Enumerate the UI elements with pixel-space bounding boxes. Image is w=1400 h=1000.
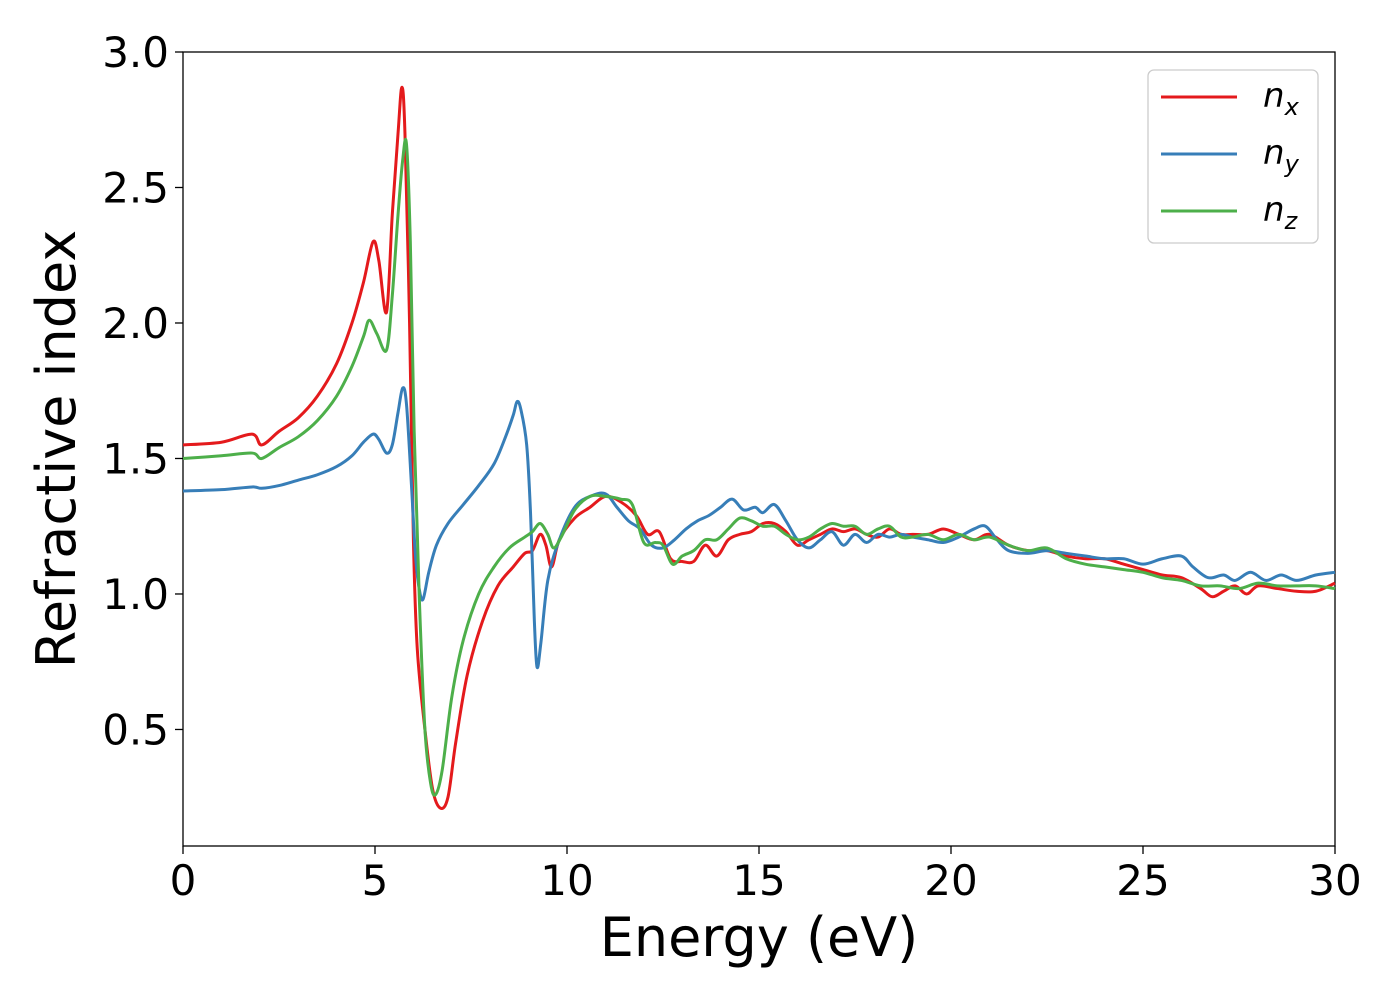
y-axis: 0.5 1.0 1.5 2.0 2.5 3.0	[102, 28, 183, 754]
series-line-z	[182, 137, 1336, 797]
y-tick-label: 0.5	[102, 705, 169, 754]
x-tick-label: 20	[924, 856, 977, 905]
y-tick-label: 2.5	[102, 163, 169, 212]
legend-frame	[1147, 69, 1319, 244]
y-axis-title: Refractive index	[25, 230, 88, 669]
x-axis: 0 5 10 15 20 25 30	[170, 846, 1362, 905]
x-tick-label: 30	[1308, 856, 1361, 905]
x-tick-label: 0	[170, 856, 197, 905]
legend: nx ny nz	[1147, 69, 1319, 244]
series-layer	[182, 85, 1336, 810]
legend-label-y: ny	[1263, 133, 1300, 178]
series-line-x	[182, 85, 1336, 810]
y-tick-label: 1.0	[102, 570, 169, 619]
x-tick-label: 10	[540, 856, 593, 905]
y-tick-label: 1.5	[102, 434, 169, 483]
legend-label-z: nz	[1263, 190, 1299, 235]
series-line-y	[182, 386, 1336, 670]
x-axis-title: Energy (eV)	[600, 906, 919, 969]
legend-label-x: nx	[1263, 76, 1300, 121]
y-tick-label: 3.0	[102, 28, 169, 77]
x-tick-label: 5	[362, 856, 389, 905]
x-tick-label: 25	[1116, 856, 1169, 905]
y-tick-label: 2.0	[102, 299, 169, 348]
x-tick-label: 15	[732, 856, 785, 905]
